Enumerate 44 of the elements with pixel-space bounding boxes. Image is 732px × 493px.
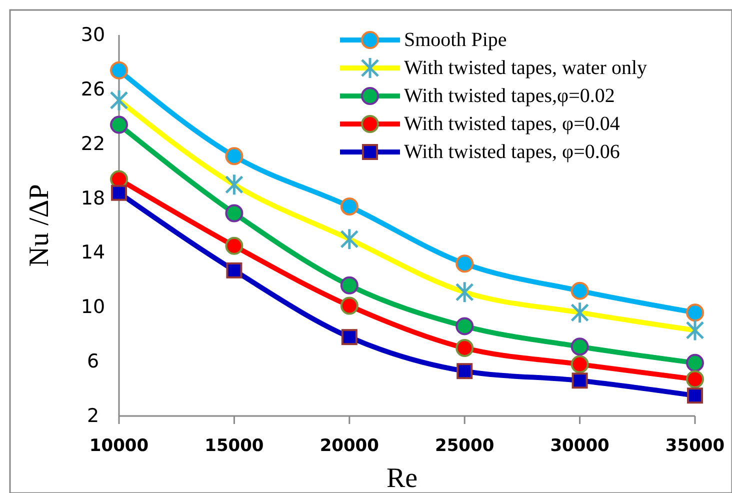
y-tick-label: 14 xyxy=(80,242,106,264)
point xyxy=(686,354,704,372)
point xyxy=(110,61,128,80)
point xyxy=(456,363,473,380)
point xyxy=(340,276,358,294)
legend-label: With twisted tapes,φ=0.02 xyxy=(404,85,615,107)
point xyxy=(456,254,474,273)
point xyxy=(225,147,244,166)
point xyxy=(456,338,474,357)
x-tick-label: 25000 xyxy=(435,436,494,456)
x-tick-label: 10000 xyxy=(89,436,149,456)
y-tick-label: 2 xyxy=(86,405,100,427)
point xyxy=(225,236,244,255)
point xyxy=(111,184,127,201)
x-axis-title: Re xyxy=(386,463,418,493)
y-tick-label: 30 xyxy=(80,24,106,46)
x-tick-label: 30000 xyxy=(550,436,610,456)
legend-label: Smooth Pipe xyxy=(404,29,507,51)
y-tick-label: 26 xyxy=(80,78,106,100)
point xyxy=(570,282,589,300)
y-tick-label: 10 xyxy=(80,296,106,318)
y-axis-title: Nu /ΔP xyxy=(24,184,55,267)
point xyxy=(226,262,242,278)
point xyxy=(572,372,588,389)
point xyxy=(340,197,358,216)
legend-label: With twisted tapes, φ=0.04 xyxy=(404,113,620,135)
point xyxy=(687,388,703,404)
y-tick-label: 18 xyxy=(80,187,106,210)
point xyxy=(225,204,244,222)
y-tick-label: 22 xyxy=(80,132,106,155)
x-tick-label: 15000 xyxy=(204,436,264,456)
point xyxy=(570,355,589,374)
x-tick-label: 20000 xyxy=(320,436,380,456)
point xyxy=(340,296,358,315)
point xyxy=(341,329,358,346)
point xyxy=(686,304,704,322)
point xyxy=(570,338,589,356)
point xyxy=(686,370,704,388)
point xyxy=(456,317,474,336)
legend-label: With twisted tapes, water only xyxy=(404,57,648,79)
point xyxy=(110,116,128,134)
legend-label: With twisted tapes, φ=0.06 xyxy=(404,141,620,163)
x-tick-label: 35000 xyxy=(665,436,725,456)
y-tick-label: 6 xyxy=(86,350,100,373)
